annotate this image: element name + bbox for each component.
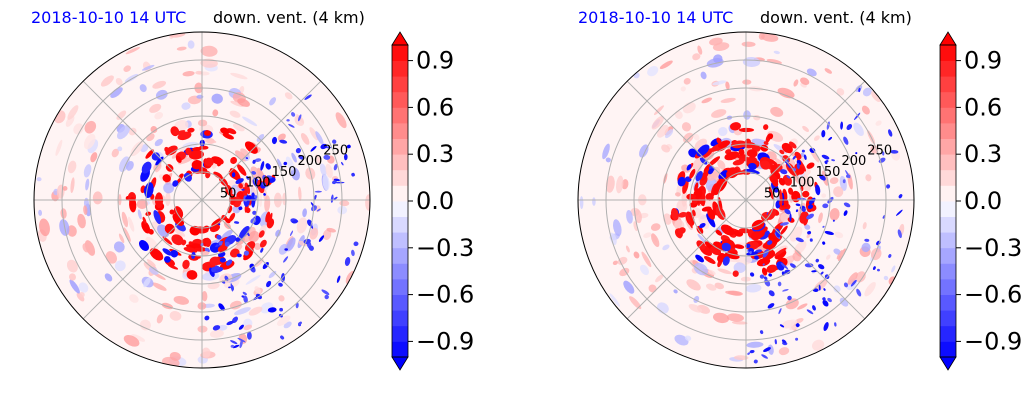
colorbar-tick-label: −0.6 <box>416 281 474 309</box>
colorbar-level <box>392 45 408 61</box>
colorbar-level <box>392 247 408 264</box>
colorbar-level <box>392 185 408 202</box>
angular-gridline <box>201 80 322 201</box>
colorbar-extend-max <box>391 31 409 46</box>
colorbar-level <box>940 341 956 358</box>
radial-tick-label: 200 <box>842 154 867 169</box>
colorbar-level <box>392 325 408 342</box>
colorbar-level <box>392 201 408 217</box>
field-texture <box>36 32 370 368</box>
title-left: 2018-10-10 14 UTC <box>578 8 733 27</box>
colorbar-level <box>392 123 408 139</box>
colorbar-tick-label: −0.6 <box>964 281 1022 309</box>
angular-gridline <box>745 80 866 201</box>
colorbar-level <box>940 310 956 327</box>
colorbar-level <box>940 247 956 264</box>
angular-gridline <box>82 80 203 201</box>
colorbar-level <box>940 123 956 139</box>
angular-gridline <box>626 199 747 320</box>
colorbar-level <box>940 279 956 295</box>
colorbar-level <box>940 185 956 202</box>
colorbar-level <box>392 341 408 358</box>
colorbar-level <box>392 232 408 249</box>
radial-tick-label: 250 <box>323 143 348 158</box>
radial-tick-label: 150 <box>272 165 297 180</box>
polar-rim <box>577 31 915 369</box>
colorbar-level <box>940 107 956 124</box>
colorbar-level <box>392 279 408 295</box>
colorbar-level <box>940 325 956 342</box>
angular-gridline <box>745 199 866 320</box>
colorbar-tick-label: 0.0 <box>964 187 1002 215</box>
colorbar-level <box>940 138 956 155</box>
radial-tick-label: 250 <box>867 143 892 158</box>
colorbar-level <box>940 91 956 108</box>
colorbar-level <box>392 107 408 124</box>
colorbar-level <box>392 91 408 108</box>
radial-tick-label: 50 <box>764 186 781 201</box>
colorbar-tick-label: 0.6 <box>964 93 1002 121</box>
colorbar: 0.9 0.6 0.3 0.0 −0.3 −0.6 −0.9 <box>391 31 474 371</box>
colorbar-level <box>392 60 408 77</box>
colorbar-extend-max <box>939 31 957 46</box>
colorbar-tick-label: 0.3 <box>416 140 454 168</box>
colorbar-tick-label: −0.3 <box>964 234 1022 262</box>
polar-rim <box>33 31 371 369</box>
colorbar-level <box>940 169 956 186</box>
colorbar-level <box>392 76 408 93</box>
colorbar-tick-label: 0.9 <box>416 47 454 75</box>
colorbar-tick-label: −0.9 <box>416 327 474 355</box>
colorbar-tick-label: −0.9 <box>964 327 1022 355</box>
colorbar-level <box>392 310 408 327</box>
colorbar-level <box>940 201 956 217</box>
colorbar-level <box>940 216 956 233</box>
angular-gridline <box>626 80 747 201</box>
colorbar-level <box>392 169 408 186</box>
colorbar-level <box>392 138 408 155</box>
colorbar-level <box>940 45 956 61</box>
colorbar-extend-min <box>391 356 409 371</box>
colorbar-tick-label: 0.0 <box>416 187 454 215</box>
title-right: down. vent. (4 km) <box>760 8 912 27</box>
radial-tick-label: 150 <box>816 165 841 180</box>
colorbar-tick-label: 0.3 <box>964 140 1002 168</box>
colorbar-tick-label: 0.9 <box>964 47 1002 75</box>
colorbar-extend-min <box>939 356 957 371</box>
angular-gridline <box>201 199 322 320</box>
colorbar-level <box>940 263 956 280</box>
colorbar-level <box>940 294 956 311</box>
radial-tick-label: 200 <box>298 154 323 169</box>
colorbar-tick-label: 0.6 <box>416 93 454 121</box>
colorbar-level <box>392 216 408 233</box>
title-right: down. vent. (4 km) <box>213 8 365 27</box>
colorbar-level <box>392 263 408 280</box>
colorbar-level <box>940 154 956 171</box>
colorbar-level <box>940 76 956 93</box>
radial-tick-label: 100 <box>790 176 815 191</box>
colorbar-level <box>940 60 956 77</box>
title-left: 2018-10-10 14 UTC <box>31 8 186 27</box>
colorbar-level <box>392 154 408 171</box>
angular-gridline <box>82 199 203 320</box>
colorbar-level <box>392 294 408 311</box>
colorbar: 0.9 0.6 0.3 0.0 −0.3 −0.6 −0.9 <box>939 31 1022 371</box>
radial-tick-label: 100 <box>246 176 271 191</box>
colorbar-level <box>940 232 956 249</box>
colorbar-tick-label: −0.3 <box>416 234 474 262</box>
radial-tick-label: 50 <box>220 186 237 201</box>
